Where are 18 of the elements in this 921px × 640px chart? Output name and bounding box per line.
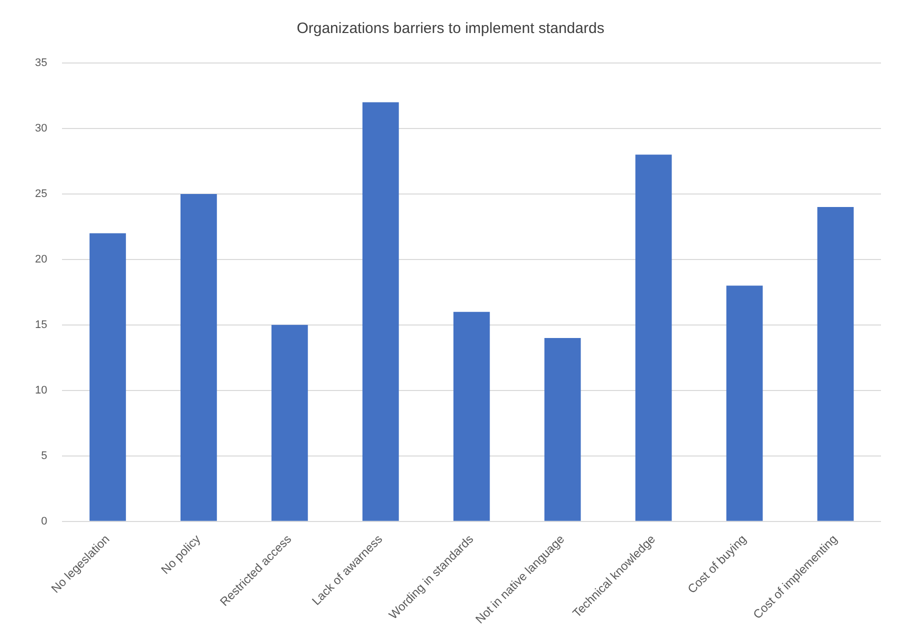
- y-tick-label: 30: [34, 122, 48, 135]
- y-tick-label: 35: [34, 57, 48, 70]
- bar: [544, 338, 581, 521]
- bar: [726, 286, 763, 521]
- y-tick-label: 25: [34, 188, 48, 200]
- y-tick-label: 20: [34, 253, 48, 266]
- y-tick-label: 0: [41, 515, 48, 528]
- bar: [271, 324, 308, 521]
- y-tick-label: 15: [34, 318, 48, 331]
- bar: [635, 154, 672, 521]
- bar: [90, 233, 126, 521]
- y-tick-label: 10: [34, 384, 48, 396]
- bar: [362, 102, 399, 521]
- bar: [817, 207, 854, 521]
- bar: [453, 312, 490, 521]
- y-tick-label: 5: [41, 450, 48, 462]
- chart-title: Organizations barriers to implement standards: [296, 20, 604, 38]
- bar: [180, 194, 217, 521]
